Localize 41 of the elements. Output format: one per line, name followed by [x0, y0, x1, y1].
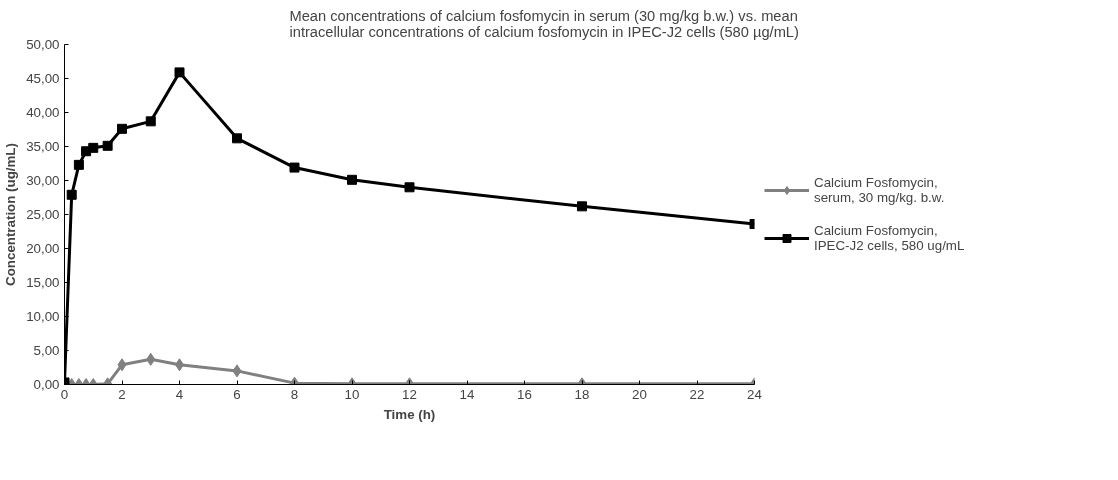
- x-tick-label: 8: [290, 386, 299, 402]
- x-tick-label: 24: [747, 386, 763, 402]
- point: [577, 201, 587, 212]
- x-tick-label: 2: [118, 386, 126, 402]
- point: [404, 182, 415, 193]
- y-tick-label: 25,00: [26, 207, 60, 222]
- x-tick-label: 22: [689, 386, 705, 402]
- y-tick-label: 30,00: [26, 173, 60, 188]
- point: [73, 159, 84, 170]
- point: [117, 123, 127, 134]
- x-tick-label: 18: [574, 386, 590, 402]
- legend-label: Calcium Fosfomycin, IPEC-J2 cells, 580 ug/mL: [814, 223, 965, 253]
- x-tick-label: 4: [175, 386, 184, 402]
- point: [347, 174, 357, 185]
- point: [232, 133, 242, 144]
- y-tick-label: 50,00: [26, 37, 60, 52]
- x-axis-title: Time (h): [383, 406, 436, 422]
- x-tick-label: 6: [233, 386, 241, 402]
- y-tick-label: 35,00: [26, 139, 60, 154]
- point: [66, 189, 77, 200]
- x-tick-label: 10: [344, 386, 360, 402]
- point: [145, 116, 156, 127]
- point: [289, 162, 300, 173]
- x-tick-label: 14: [459, 386, 475, 402]
- y-tick-label: 15,00: [26, 275, 60, 290]
- y-axis-title: Concentration (ug/mL): [3, 143, 19, 286]
- y-tick-label: 45,00: [26, 71, 60, 86]
- x-tick-label: 20: [632, 386, 647, 402]
- y-tick-label: 40,00: [26, 105, 60, 120]
- x-tick-label: 16: [517, 386, 532, 402]
- point: [174, 67, 185, 78]
- x-tick-label: 12: [402, 386, 417, 402]
- y-tick-label: 5,00: [33, 343, 60, 358]
- y-tick-label: 20,00: [26, 241, 60, 256]
- legend-label: Calcium Fosfomycin, serum, 30 mg/kg. b.w.: [814, 175, 945, 205]
- x-tick-label: 0: [60, 386, 69, 402]
- y-tick-label: 0,00: [33, 377, 60, 392]
- point: [88, 142, 99, 153]
- point: [102, 140, 113, 151]
- y-tick-label: 10,00: [26, 309, 60, 324]
- chart-title: Mean concentrations of calcium fosfomycin in serum (30 mg/kg b.w.) vs. mean intracellular concentrations of calcium fosfomycin in IPEC-J2 cells (580 µg/mL): [289, 7, 799, 40]
